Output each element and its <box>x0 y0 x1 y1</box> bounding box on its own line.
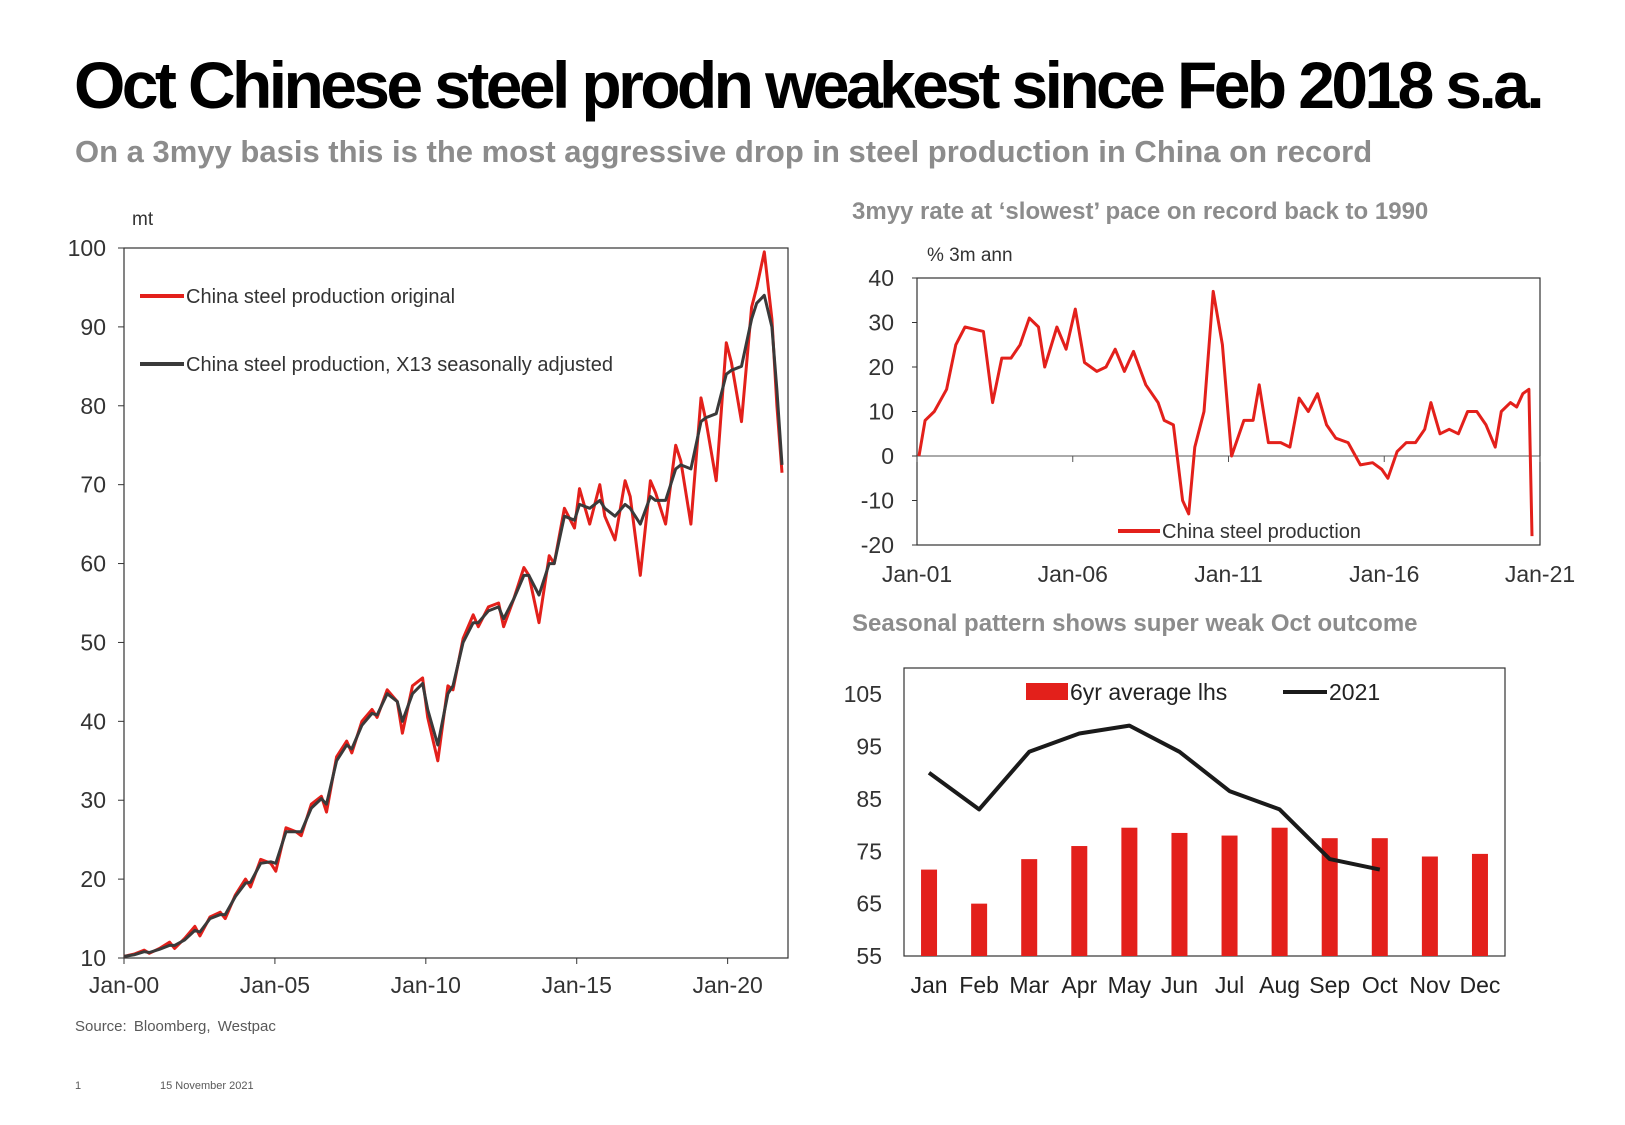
seasonal-chart-title: Seasonal pattern shows super weak Oct ou… <box>852 610 1418 637</box>
level-y-tick-label: 10 <box>80 945 106 971</box>
seasonal-bar <box>971 903 988 956</box>
level-series-sa-line <box>123 293 784 958</box>
level-y-tick-label: 80 <box>80 393 106 419</box>
growth-x-tick-label: Jan-16 <box>1349 561 1419 587</box>
seasonal-x-tick-label: Nov <box>1409 972 1450 998</box>
growth-y-unit: % 3m ann <box>927 245 1013 266</box>
growth-y-tick-label: 0 <box>881 443 894 469</box>
seasonal-x-tick-label: Mar <box>1009 972 1049 998</box>
seasonal-y-tick-label: 55 <box>856 943 882 969</box>
growth-y-tick-label: 20 <box>868 354 894 380</box>
page-number: 1 <box>75 1080 82 1092</box>
seasonal-bar <box>1121 827 1138 956</box>
seasonal-y-tick-label: 85 <box>856 786 882 812</box>
level-x-tick-label: Jan-05 <box>240 972 310 998</box>
level-x-tick-label: Jan-20 <box>692 972 762 998</box>
growth-y-tick-label: -10 <box>861 488 894 514</box>
level-y-tick-label: 70 <box>80 472 106 498</box>
seasonal-legend-bar-swatch <box>1026 683 1068 700</box>
seasonal-x-tick-label: Dec <box>1460 972 1501 998</box>
source-note: Source: Bloomberg, Westpac <box>75 1018 276 1035</box>
page-subtitle: On a 3myy basis this is the most aggress… <box>75 134 1373 169</box>
level-legend-label: China steel production original <box>186 286 455 308</box>
seasonal-x-tick-label: May <box>1108 972 1152 998</box>
seasonal-bar <box>921 869 938 956</box>
seasonal-y-tick-label: 95 <box>856 734 882 760</box>
seasonal-legend-line-label: 2021 <box>1329 679 1380 705</box>
report-date: 15 November 2021 <box>160 1080 254 1092</box>
seasonal-y-tick-label: 65 <box>856 891 882 917</box>
level-x-tick-label: Jan-15 <box>542 972 612 998</box>
seasonal-x-tick-label: Apr <box>1061 972 1097 998</box>
level-legend-label: China steel production, X13 seasonally a… <box>186 354 613 376</box>
level-y-tick-label: 60 <box>80 551 106 577</box>
growth-x-tick-label: Jan-21 <box>1505 561 1575 587</box>
level-y-tick-label: 30 <box>80 787 106 813</box>
growth-x-tick-label: Jan-06 <box>1038 561 1108 587</box>
growth-chart-title: 3myy rate at ‘slowest’ pace on record ba… <box>852 198 1429 225</box>
seasonal-y-tick-label: 105 <box>844 681 882 707</box>
level-y-tick-label: 20 <box>80 866 106 892</box>
seasonal-x-tick-label: Aug <box>1259 972 1300 998</box>
seasonal-bar <box>1321 838 1338 956</box>
seasonal-x-tick-label: Jan <box>910 972 947 998</box>
seasonal-2021-line <box>927 723 1381 872</box>
growth-legend-label: China steel production <box>1162 521 1361 543</box>
level-x-tick-label: Jan-00 <box>89 972 159 998</box>
seasonal-x-tick-label: Jul <box>1215 972 1244 998</box>
seasonal-legend-bar-label: 6yr average lhs <box>1070 679 1227 705</box>
growth-y-tick-label: 30 <box>868 310 894 336</box>
seasonal-plot-frame <box>903 667 1506 957</box>
growth-y-tick-label: 10 <box>868 399 894 425</box>
growth-x-tick-label: Jan-11 <box>1194 561 1263 587</box>
growth-y-tick-label: 40 <box>868 265 894 291</box>
growth-series-line <box>917 289 1534 537</box>
seasonal-bar <box>1021 859 1038 956</box>
seasonal-x-tick-label: Oct <box>1362 972 1398 998</box>
seasonal-bar <box>1371 838 1388 956</box>
level-y-tick-label: 40 <box>80 708 106 734</box>
page-title: Oct Chinese steel prodn weakest since Fe… <box>74 48 1545 122</box>
level-y-tick-label: 50 <box>80 629 106 655</box>
seasonal-y-tick-label: 75 <box>856 838 882 864</box>
level-y-unit: mt <box>132 209 154 230</box>
level-x-tick-label: Jan-10 <box>391 972 461 998</box>
seasonal-bar <box>1171 832 1188 956</box>
seasonal-bar <box>1421 856 1438 956</box>
growth-y-tick-label: -20 <box>861 532 894 558</box>
level-plot-frame <box>123 247 789 959</box>
growth-x-tick-label: Jan-01 <box>882 561 952 587</box>
seasonal-x-tick-label: Sep <box>1309 972 1350 998</box>
seasonal-bar <box>1271 827 1288 956</box>
level-y-tick-label: 100 <box>68 235 106 261</box>
seasonal-bar <box>1221 835 1238 956</box>
seasonal-x-tick-label: Feb <box>959 972 999 998</box>
seasonal-bar <box>1071 846 1088 956</box>
seasonal-x-tick-label: Jun <box>1161 972 1198 998</box>
seasonal-bar <box>1471 853 1488 956</box>
level-y-tick-label: 90 <box>80 314 106 340</box>
